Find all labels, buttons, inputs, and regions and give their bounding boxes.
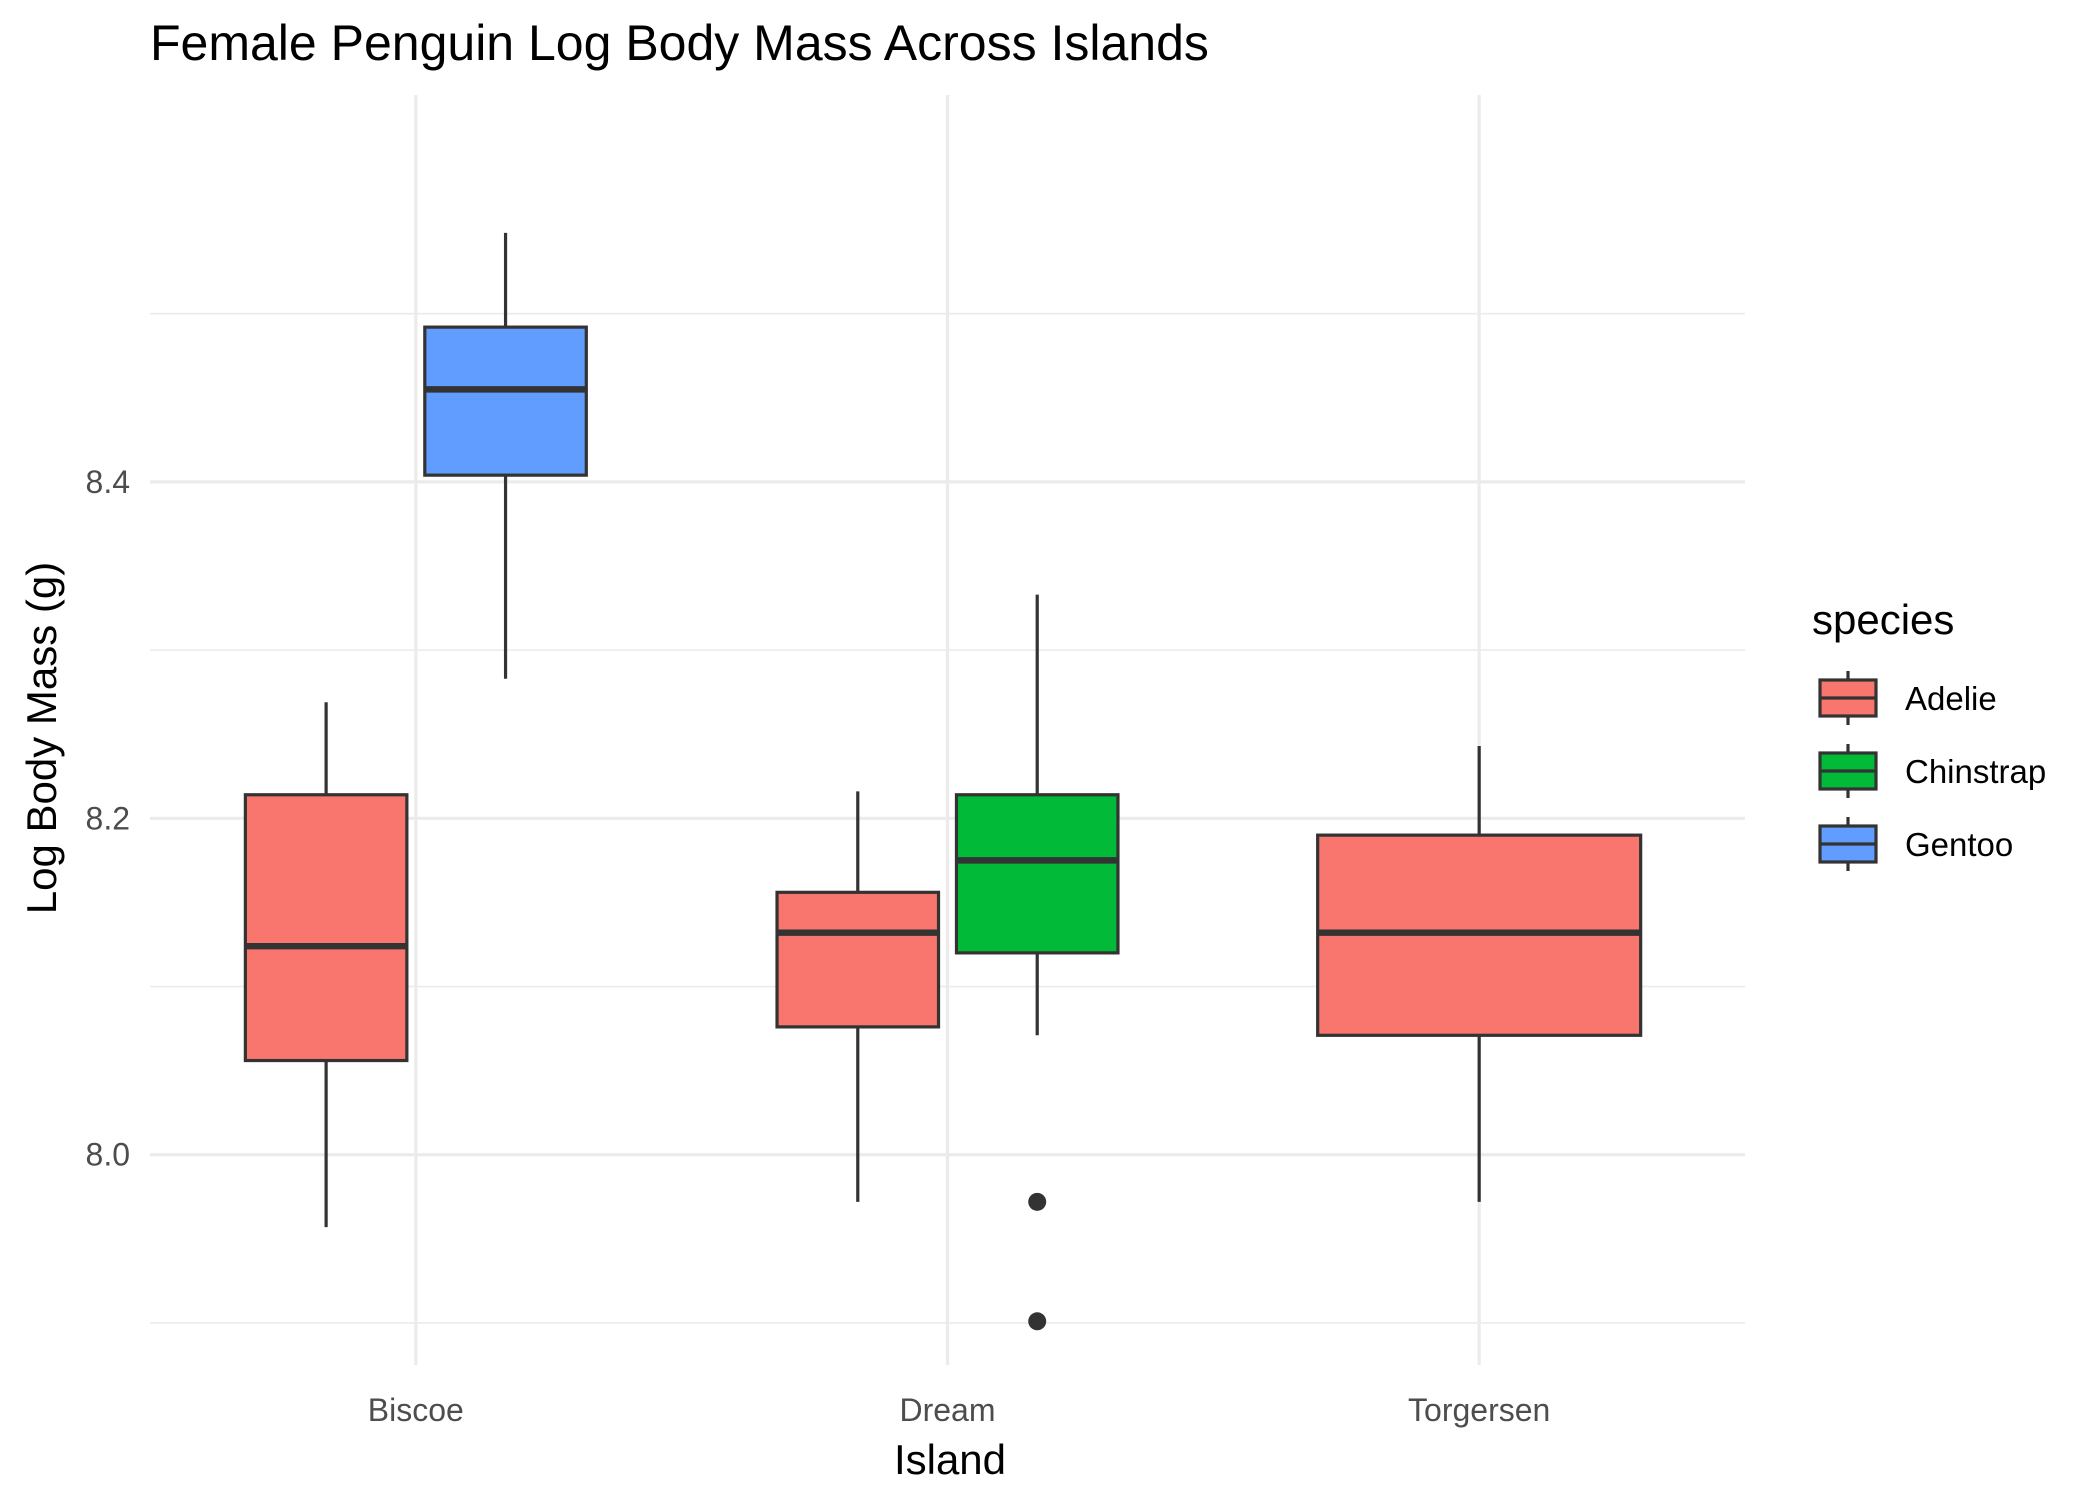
box-iqr <box>954 793 1120 955</box>
legend-item-adelie: Adelie <box>1818 671 1997 725</box>
legend-item-chinstrap: Chinstrap <box>1818 744 2046 798</box>
x-tick-label: Dream <box>899 1392 995 1428</box>
boxes <box>243 232 1643 1331</box>
box-iqr <box>243 793 409 1063</box>
y-axis-ticks: 8.0 8.2 8.4 <box>86 464 130 1173</box>
y-axis-title: Log Body Mass (g) <box>18 562 65 915</box>
outlier-point <box>1028 1192 1047 1211</box>
legend-label: Chinstrap <box>1905 753 2046 790</box>
legend-item-gentoo: Gentoo <box>1818 817 2013 871</box>
x-tick-label: Biscoe <box>368 1392 464 1428</box>
legend-label: Adelie <box>1905 680 1997 717</box>
box-iqr <box>775 890 941 1029</box>
box-biscoe-adelie <box>243 702 409 1228</box>
outlier-point <box>1028 1312 1047 1331</box>
legend-label: Gentoo <box>1905 826 2013 863</box>
box-biscoe-gentoo <box>423 232 588 679</box>
box-iqr <box>423 325 588 477</box>
x-axis-ticks: Biscoe Dream Torgersen <box>368 1392 1551 1428</box>
chart-title: Female Penguin Log Body Mass Across Isla… <box>150 15 1209 71</box>
legend: species Adelie Chinstrap Gentoo <box>1812 596 2046 871</box>
box-torgersen-adelie <box>1316 745 1643 1202</box>
box-dream-adelie <box>775 791 941 1202</box>
y-tick-label: 8.4 <box>86 464 130 500</box>
y-tick-label: 8.2 <box>86 800 130 836</box>
x-axis-title: Island <box>894 1436 1006 1483</box>
x-tick-label: Torgersen <box>1408 1392 1550 1428</box>
y-tick-label: 8.0 <box>86 1137 130 1173</box>
box-dream-chinstrap <box>954 594 1120 1331</box>
legend-title: species <box>1812 596 1954 643</box>
